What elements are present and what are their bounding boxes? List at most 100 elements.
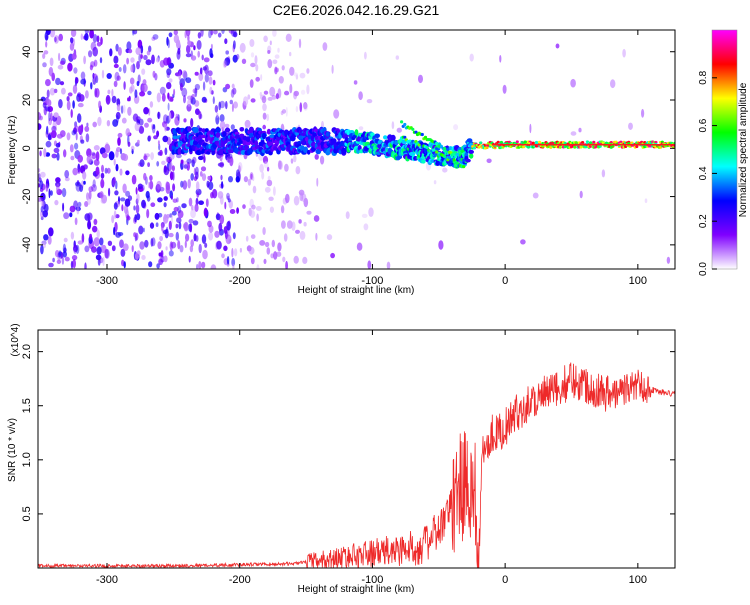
- tone-ridge-cell: [431, 148, 436, 152]
- spectrogram-cell: [150, 202, 156, 207]
- spectrogram-cell: [367, 260, 372, 269]
- spectrogram-cell: [50, 112, 53, 122]
- tone-ridge-cell: [499, 140, 503, 144]
- spectrogram-cell: [120, 248, 126, 257]
- spectrogram-cell: [263, 90, 269, 95]
- spectrogram-cell: [156, 92, 161, 103]
- spectrogram-cell: [185, 77, 192, 84]
- spectrogram-cell: [221, 253, 225, 259]
- spectrogram-cell: [58, 250, 62, 258]
- spectrogram-cell: [186, 162, 190, 171]
- spectrogram-y-tick-label: 20: [21, 94, 33, 106]
- spectrogram-cell: [281, 109, 287, 114]
- tone-ridge-cell: [417, 143, 421, 147]
- tone-ridge-cell: [601, 141, 605, 145]
- spectrogram-cell: [111, 95, 117, 104]
- spectrogram-cell: [299, 72, 306, 79]
- spectrogram-cell: [98, 100, 102, 109]
- spectrogram-cell: [147, 90, 152, 96]
- spectrogram-x-axis-label: Height of straight line (km): [298, 285, 415, 296]
- spectrogram-cell: [61, 256, 65, 265]
- tone-ridge-cell: [443, 146, 447, 151]
- spectrogram-cell: [241, 58, 247, 64]
- spectrogram-cell: [197, 50, 200, 58]
- spectrogram-cell: [224, 123, 230, 128]
- tone-ridge-cell: [423, 135, 428, 139]
- spectrogram-cell: [306, 210, 312, 215]
- spectrogram-cell: [264, 186, 271, 193]
- spectrogram-cell: [95, 88, 100, 98]
- spectrogram-cell: [71, 130, 77, 136]
- spectrogram-cell: [391, 121, 395, 130]
- spectrogram-cell: [170, 195, 173, 200]
- spectrogram-cell: [232, 54, 238, 63]
- spectrogram-cell: [141, 83, 148, 93]
- spectrogram-cell: [169, 163, 172, 172]
- spectrogram-cell: [84, 33, 89, 41]
- tone-ridge-cell: [574, 141, 578, 144]
- snr-y-tick-label: 1.0: [21, 452, 33, 467]
- spectrogram-cell: [204, 242, 208, 248]
- spectrogram-cell: [578, 127, 582, 133]
- spectrogram-cell: [644, 198, 648, 203]
- spectrogram-cell: [199, 113, 203, 119]
- snr-frame: [37, 329, 676, 569]
- spectrogram-cell: [273, 251, 278, 260]
- spectrogram-cell: [529, 123, 532, 134]
- spectrogram-cell: [239, 42, 246, 53]
- spectrogram-cell: [93, 237, 100, 247]
- spectrogram-cell: [201, 173, 207, 182]
- spectrogram-cell: [232, 263, 235, 269]
- spectrogram-cell: [137, 139, 140, 145]
- spectrogram-cell: [277, 160, 282, 170]
- snr-x-axis-label: Height of straight line (km): [298, 584, 415, 595]
- spectrogram-cell: [247, 178, 252, 186]
- tone-ridge-cell: [465, 158, 471, 163]
- spectrogram-cell: [95, 166, 100, 176]
- spectrogram-cell: [225, 234, 232, 245]
- snr-y-tick-label: 2.0: [21, 344, 33, 359]
- tone-ridge-cell: [435, 150, 439, 154]
- colorbar-gradient: [712, 30, 737, 269]
- tone-ridge-cell: [604, 141, 609, 145]
- spectrogram-cell: [191, 204, 194, 211]
- spectrogram-cell: [75, 244, 80, 254]
- spectrogram-cell: [62, 202, 65, 212]
- tone-ridge-cell: [403, 135, 407, 139]
- spectrogram-cell: [107, 240, 113, 246]
- spectrogram-cell: [187, 34, 190, 42]
- colorbar-tick-label: 0.4: [698, 166, 709, 180]
- spectrogram-cell: [306, 68, 310, 74]
- spectrogram-cell: [140, 54, 143, 59]
- colorbar-label: Normalized spectral amplitude: [738, 82, 749, 217]
- spectrogram-cell: [555, 43, 560, 49]
- spectrogram-cell: [205, 198, 209, 207]
- spectrogram-cell: [277, 47, 280, 53]
- spectrogram-cell: [45, 34, 49, 41]
- spectrogram-cell: [266, 179, 273, 187]
- spectrogram-cell: [226, 192, 230, 200]
- spectrogram-cell: [130, 57, 135, 63]
- spectrogram-cell: [195, 171, 199, 180]
- spectrogram-cell: [158, 258, 164, 265]
- spectrogram-cell: [198, 243, 202, 254]
- spectrogram-cell: [219, 114, 225, 123]
- spectrogram-cell: [303, 197, 309, 208]
- snr-series-layer: [38, 362, 675, 568]
- spectrogram-cell: [181, 203, 187, 209]
- spectrogram-cell: [622, 48, 626, 58]
- spectrogram-cell: [219, 214, 225, 225]
- spectrogram-cell: [285, 107, 288, 117]
- spectrogram-cell: [134, 214, 137, 223]
- spectrogram-cell: [136, 193, 140, 202]
- spectrogram-cell: [289, 66, 295, 76]
- spectrogram-cell: [210, 30, 214, 36]
- spectrogram-cell: [105, 94, 111, 105]
- spectrogram-cell: [40, 96, 46, 102]
- spectrogram-cell: [42, 62, 47, 68]
- spectrogram-cell: [182, 180, 188, 190]
- spectrogram-x-tick-label: 0: [502, 275, 508, 287]
- spectrogram-cell: [72, 84, 78, 94]
- spectrogram-cell: [227, 153, 233, 159]
